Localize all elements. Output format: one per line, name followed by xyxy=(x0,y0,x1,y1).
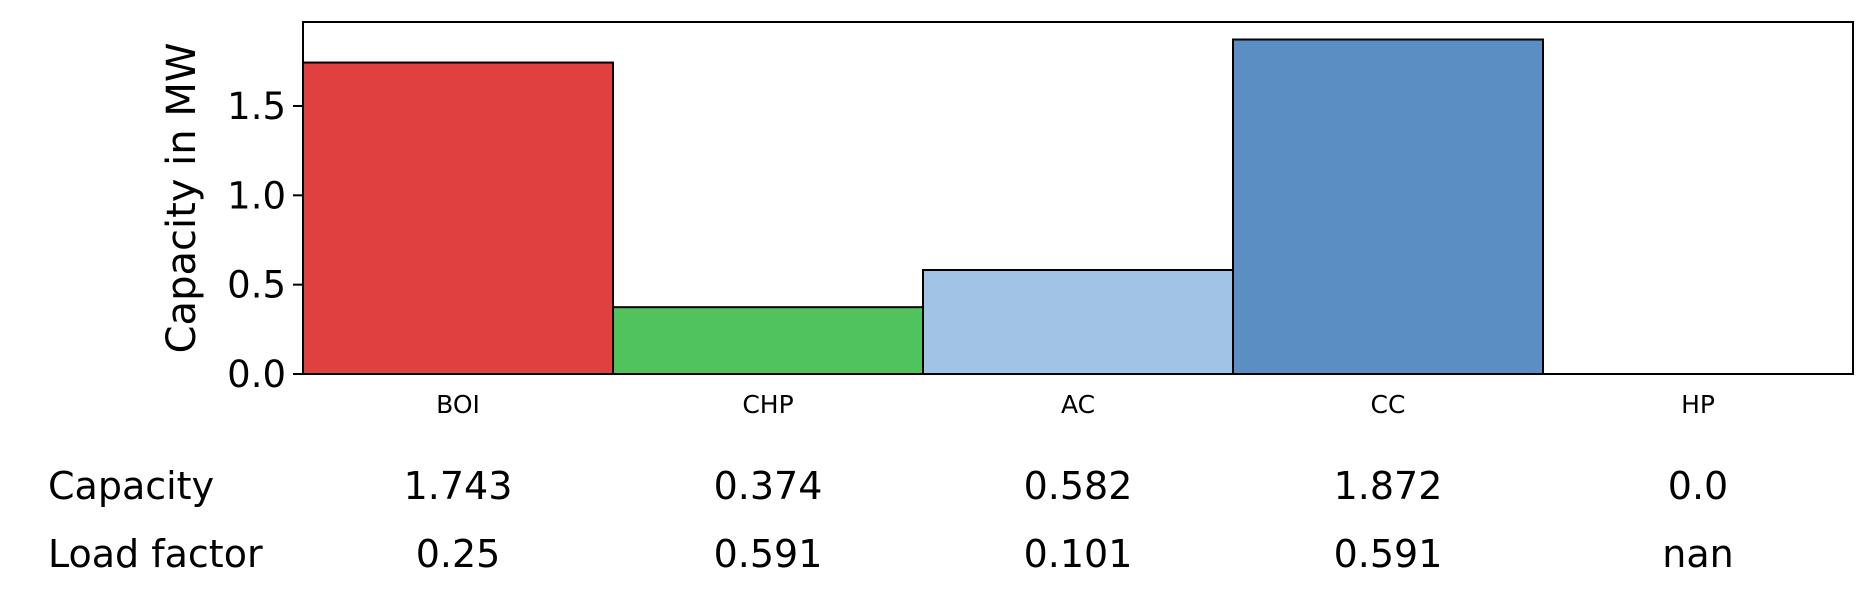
table-cell: 0.0 xyxy=(1668,464,1728,508)
y-axis-label: Capacity in MW xyxy=(159,43,205,354)
y-tick-label: 1.5 xyxy=(227,85,286,128)
table-row-label: Capacity xyxy=(48,464,214,508)
table-cell: 0.25 xyxy=(416,532,501,576)
x-tick-label: CHP xyxy=(742,390,793,419)
y-tick-label: 0.0 xyxy=(227,353,286,396)
bars-group xyxy=(302,38,1544,376)
table-cell: 0.101 xyxy=(1024,532,1133,576)
data-table: Capacity 1.743 0.374 0.582 1.872 0.0 Load fact… xyxy=(48,464,1734,576)
x-tick-label: CC xyxy=(1371,390,1406,419)
y-axis: 0.0 0.5 1.0 1.5 xyxy=(227,85,303,396)
x-tick-label: BOI xyxy=(436,390,480,419)
bar-ac xyxy=(922,269,1234,375)
bar-chp xyxy=(612,306,924,376)
table-cell: 1.872 xyxy=(1334,464,1443,508)
table-cell: 0.591 xyxy=(714,532,823,576)
table-cell: 1.743 xyxy=(404,464,513,508)
bar-cc xyxy=(1232,38,1544,376)
table-cell: 0.374 xyxy=(714,464,823,508)
y-tick-label: 1.0 xyxy=(227,174,286,217)
x-tick-label: AC xyxy=(1061,390,1095,419)
y-tick-label: 0.5 xyxy=(227,264,286,307)
table-row-label: Load factor xyxy=(48,532,263,576)
x-tick-label: HP xyxy=(1681,390,1715,419)
table-cell: 0.591 xyxy=(1334,532,1443,576)
bar-boi xyxy=(302,61,614,376)
x-axis: BOI CHP AC CC HP xyxy=(436,390,1715,419)
plot-frame xyxy=(302,21,1854,375)
table-cell: nan xyxy=(1662,532,1733,576)
table-cell: 0.582 xyxy=(1024,464,1133,508)
